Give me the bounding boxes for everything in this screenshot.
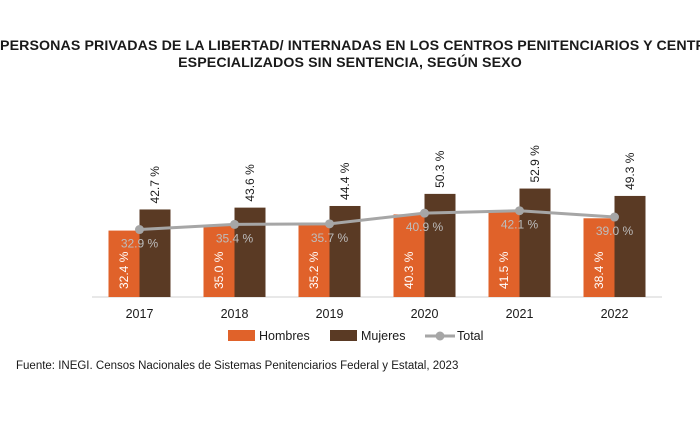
total-point-2022	[610, 212, 619, 222]
chart-title-line-1: Personas privadas de la libertad/ intern…	[0, 38, 700, 54]
legend-swatch-mujeres	[330, 330, 357, 341]
data-label-mujeres-2018: 43.6 %	[243, 164, 257, 202]
data-label-hombres-2020: 40.3 %	[402, 251, 416, 289]
data-label-mujeres-2021: 52.9 %	[528, 145, 542, 183]
chart-title: Personas privadas de la libertad/ intern…	[0, 38, 700, 72]
bar-mujeres-2022	[614, 195, 646, 297]
data-label-total-2022: 39.0 %	[596, 224, 634, 238]
bar-hombres-2019	[298, 224, 330, 297]
data-label-total-2020: 40.9 %	[406, 220, 444, 234]
x-tick-label-2020: 2020	[411, 307, 439, 321]
data-label-hombres-2019: 35.2 %	[307, 251, 321, 289]
legend-label-total: Total	[457, 329, 483, 343]
bar-hombres-2021	[488, 211, 520, 297]
data-label-total-2018: 35.4 %	[216, 231, 254, 245]
data-label-hombres-2017: 32.4 %	[117, 251, 131, 289]
total-point-2020	[420, 208, 429, 218]
x-tick-label-2022: 2022	[601, 307, 629, 321]
bar-chart: 32.4 % 42.7 % 2017 35.0 % 43.6 % 2018 35.2 % 44…	[92, 145, 662, 343]
data-label-mujeres-2022: 49.3 %	[623, 152, 637, 190]
total-point-2019	[325, 219, 334, 229]
data-label-total-2019: 35.7 %	[311, 231, 349, 245]
x-tick-label-2019: 2019	[316, 307, 344, 321]
legend-marker-total	[435, 331, 445, 341]
bar-hombres-2018	[203, 225, 235, 297]
x-tick-label-2017: 2017	[126, 307, 154, 321]
bar-hombres-2020	[393, 214, 425, 297]
data-label-mujeres-2017: 42.7 %	[148, 166, 162, 204]
data-label-mujeres-2019: 44.4 %	[338, 162, 352, 200]
x-tick-label-2021: 2021	[506, 307, 534, 321]
total-point-2018	[230, 219, 239, 229]
legend-swatch-hombres	[228, 330, 255, 341]
legend-label-mujeres: Mujeres	[361, 329, 405, 343]
bar-hombres-2022	[583, 218, 615, 297]
data-label-hombres-2022: 38.4 %	[592, 251, 606, 289]
bar-mujeres-2017	[139, 209, 171, 297]
x-tick-label-2018: 2018	[221, 307, 249, 321]
data-label-total-2021: 42.1 %	[501, 218, 539, 232]
bar-mujeres-2018	[234, 207, 266, 297]
data-label-hombres-2018: 35.0 %	[212, 251, 226, 289]
bar-mujeres-2020	[424, 193, 456, 297]
total-point-2017	[135, 225, 144, 235]
legend-label-hombres: Hombres	[259, 329, 310, 343]
total-series-line	[139, 209, 615, 232]
total-point-2021	[515, 206, 524, 216]
bar-hombres-2017	[108, 230, 140, 297]
data-label-mujeres-2020: 50.3 %	[433, 150, 447, 188]
source-note: Fuente: INEGI. Censos Nacionales de Sist…	[16, 360, 459, 372]
chart-title-line-2: especializados sin sentencia, según sexo	[178, 55, 522, 71]
legend: Hombres Mujeres Total	[228, 329, 483, 343]
data-label-hombres-2021: 41.5 %	[497, 251, 511, 289]
data-label-total-2017: 32.9 %	[121, 237, 159, 251]
bar-mujeres-2021	[519, 188, 551, 297]
